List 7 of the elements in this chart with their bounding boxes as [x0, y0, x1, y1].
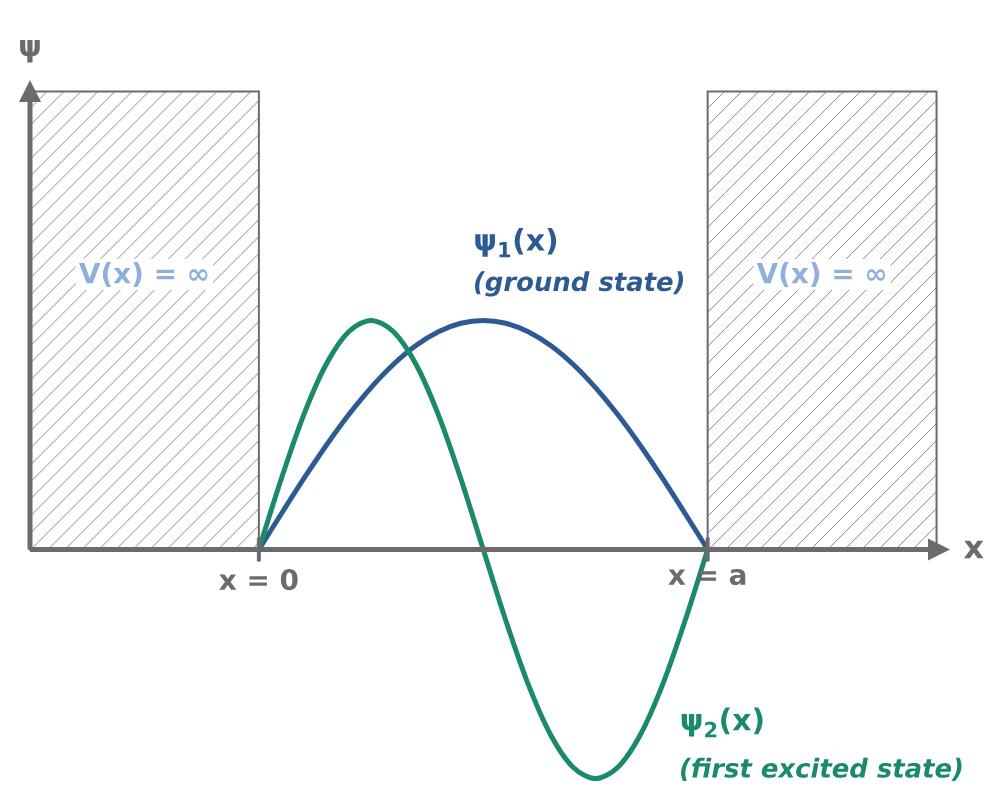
- text: (ground state): [474, 271, 683, 297]
- series-label: ψ$_{2}$(x): [681, 707, 763, 738]
- annotation: (first excited state): [681, 757, 962, 781]
- x-tick-label: x = 0: [219, 569, 298, 591]
- text: x: [964, 540, 984, 559]
- text: ψ$_{1}$(x): [475, 227, 557, 258]
- text: ψ: [20, 39, 40, 63]
